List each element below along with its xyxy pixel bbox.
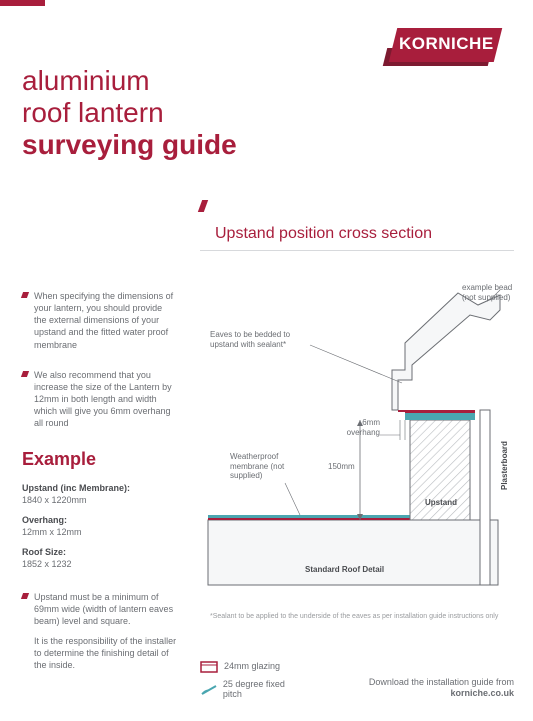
bullet-1: When specifying the dimensions of your l… — [22, 290, 177, 351]
label-roof: Standard Roof Detail — [305, 565, 384, 575]
brand-name: KORNICHE — [399, 34, 494, 54]
label-upstand: Upstand — [425, 498, 457, 508]
glazing-item: 24mm glazing — [200, 659, 301, 673]
label-membrane: Weatherproof membrane (not supplied) — [230, 452, 295, 481]
page-title: aluminium roof lantern surveying guide — [22, 65, 237, 162]
example-heading: Example — [22, 447, 177, 471]
label-height: 150mm — [328, 462, 355, 472]
label-bead: example bead (not supplied) — [462, 283, 517, 302]
spec-upstand: Upstand (inc Membrane): 1840 x 1220mm — [22, 482, 177, 506]
headline-line1: aluminium — [22, 65, 237, 97]
bottom-left-group: 24mm glazing 25 degree fixed pitch — [200, 659, 301, 699]
glazing-icon — [200, 659, 218, 673]
label-eaves: Eaves to be bedded to upstand with seala… — [210, 330, 295, 349]
pitch-item: 25 degree fixed pitch — [200, 679, 301, 699]
bullet-3: Upstand must be a minimum of 69mm wide (… — [22, 591, 177, 672]
label-overhang: 6mm overhang — [330, 418, 380, 437]
spec-roofsize: Roof Size: 1852 x 1232 — [22, 546, 177, 570]
pitch-label: 25 degree fixed pitch — [223, 679, 301, 699]
top-accent — [0, 0, 45, 6]
download-text: Download the installation guide from kor… — [315, 677, 514, 699]
section-heading: Upstand position cross section — [215, 225, 432, 243]
bullet-2: We also recommend that you increase the … — [22, 369, 177, 430]
pitch-icon — [200, 682, 217, 696]
headline-line3: surveying guide — [22, 129, 237, 161]
download-url: korniche.co.uk — [450, 688, 514, 698]
left-column: When specifying the dimensions of your l… — [22, 290, 177, 689]
footnote: *Sealant to be applied to the underside … — [210, 613, 498, 620]
accent-mark — [198, 200, 208, 212]
headline-line2: roof lantern — [22, 97, 237, 129]
label-plasterboard: Plasterboard — [500, 441, 510, 490]
spec-overhang: Overhang: 12mm x 12mm — [22, 514, 177, 538]
bottom-row: 24mm glazing 25 degree fixed pitch Downl… — [200, 659, 514, 699]
brand-logo: KORNICHE — [381, 28, 511, 70]
glazing-label: 24mm glazing — [224, 661, 280, 671]
divider — [200, 250, 514, 251]
